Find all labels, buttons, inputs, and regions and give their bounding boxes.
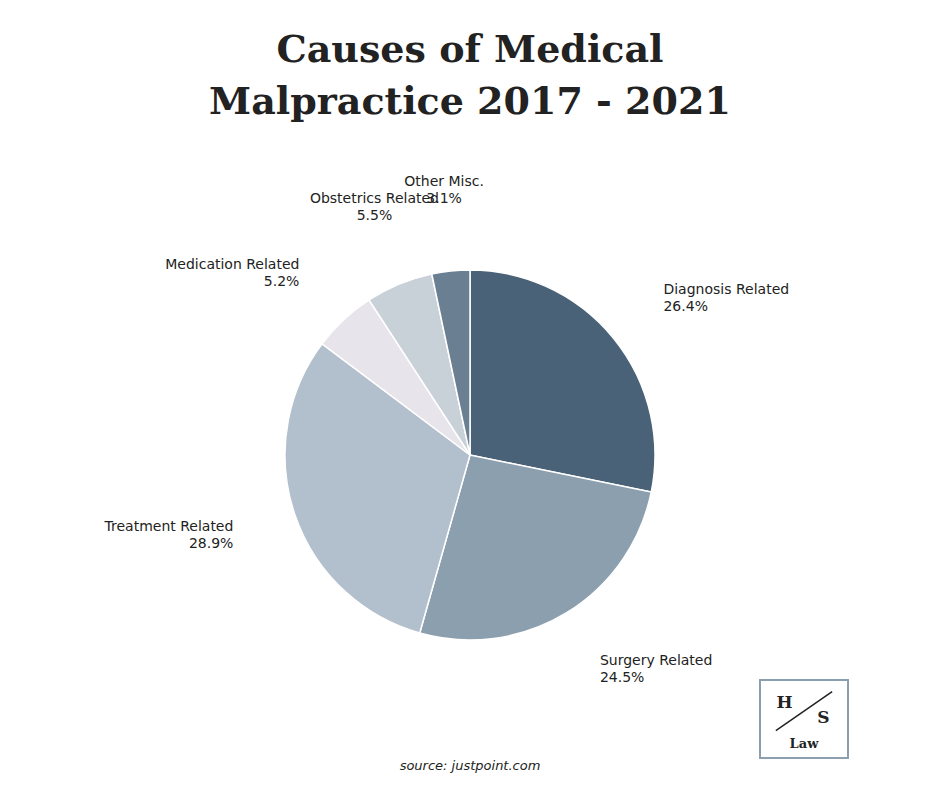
slice-value-label: 5.2% <box>264 273 300 289</box>
slices <box>285 270 655 640</box>
slice-label: Diagnosis Related <box>663 281 789 297</box>
slice-value-label: 26.4% <box>663 298 707 314</box>
title: Causes of Medical <box>276 26 663 71</box>
slice-label: Surgery Related <box>600 652 712 668</box>
pie <box>285 270 655 640</box>
slice <box>432 270 470 455</box>
slice-label: Obstetrics Related <box>310 190 439 206</box>
slice-label: Medication Related <box>165 256 299 272</box>
slice-label: Treatment Related <box>104 518 234 534</box>
logo-border <box>760 680 848 758</box>
slice-labels: Diagnosis Related26.4% Surgery Related24.… <box>104 173 790 685</box>
logo-slash <box>776 692 832 731</box>
logo-text: S <box>817 707 829 727</box>
slice-value-label: 24.5% <box>600 669 644 685</box>
source-note: source: justpoint.com <box>400 758 541 773</box>
title-group: Causes of Medical Malpractice 2017 - 2021 <box>209 26 731 123</box>
slice <box>470 270 655 492</box>
slice-label: Other Misc. <box>404 173 484 189</box>
title: Malpractice 2017 - 2021 <box>209 78 731 123</box>
slice-value-label: 3.1% <box>426 190 462 206</box>
slice-value-label: 28.9% <box>189 535 233 551</box>
logo-text: Law <box>790 736 820 751</box>
logo-text: H <box>777 692 793 712</box>
logo: H S Law <box>760 680 848 758</box>
chart: Causes of Medical Malpractice 2017 - 2021… <box>0 0 940 788</box>
slice-value-label: 5.5% <box>357 207 393 223</box>
